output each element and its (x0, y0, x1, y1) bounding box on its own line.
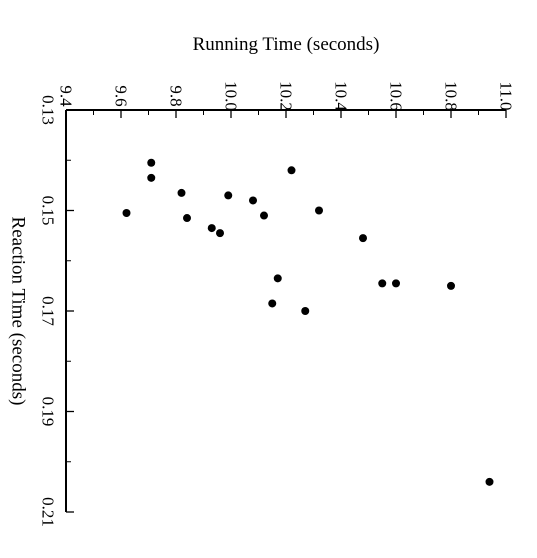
data-point (392, 279, 400, 288)
chart-points (122, 158, 494, 486)
data-point (147, 158, 156, 167)
data-point (183, 214, 191, 223)
data-point (287, 166, 296, 175)
data-point (122, 209, 131, 218)
data-point (485, 477, 494, 486)
data-point (273, 274, 282, 283)
data-point (359, 234, 367, 243)
data-point (301, 307, 310, 315)
y-tick-label: 0.17 (39, 296, 58, 326)
data-point (216, 229, 224, 238)
y-tick-label: 0.21 (39, 497, 58, 527)
data-point (177, 188, 186, 197)
data-point (315, 206, 323, 215)
data-point (207, 224, 216, 233)
y-axis-title: Reaction Time (seconds) (8, 217, 29, 406)
x-tick-label: 10.6 (387, 81, 406, 111)
y-tick-label: 0.19 (39, 397, 58, 427)
data-point (447, 281, 455, 290)
x-tick-label: 10.4 (332, 81, 351, 111)
data-point (224, 191, 233, 200)
x-tick-label: 10.2 (277, 81, 296, 111)
x-tick-label: 11.0 (497, 81, 516, 110)
chart-axes (65, 109, 506, 512)
x-tick-label: 9.4 (57, 85, 76, 107)
data-point (147, 173, 156, 182)
x-tick-label: 10.0 (222, 81, 241, 111)
data-point (378, 279, 387, 288)
chart-ticks: 9.4 9.6 9.8 10.0 10.2 10.4 10.6 10.8 11.0 0.13 0.1… (39, 81, 516, 527)
data-point (249, 196, 257, 205)
data-point (268, 299, 277, 308)
y-tick-label: 0.15 (39, 196, 58, 226)
x-tick-label: 10.8 (442, 81, 461, 111)
x-tick-label: 9.8 (167, 85, 186, 106)
x-tick-label: 9.6 (112, 85, 131, 106)
data-point (260, 211, 268, 220)
y-tick-label: 0.13 (39, 95, 58, 125)
x-axis-title: Running Time (seconds) (193, 34, 380, 55)
